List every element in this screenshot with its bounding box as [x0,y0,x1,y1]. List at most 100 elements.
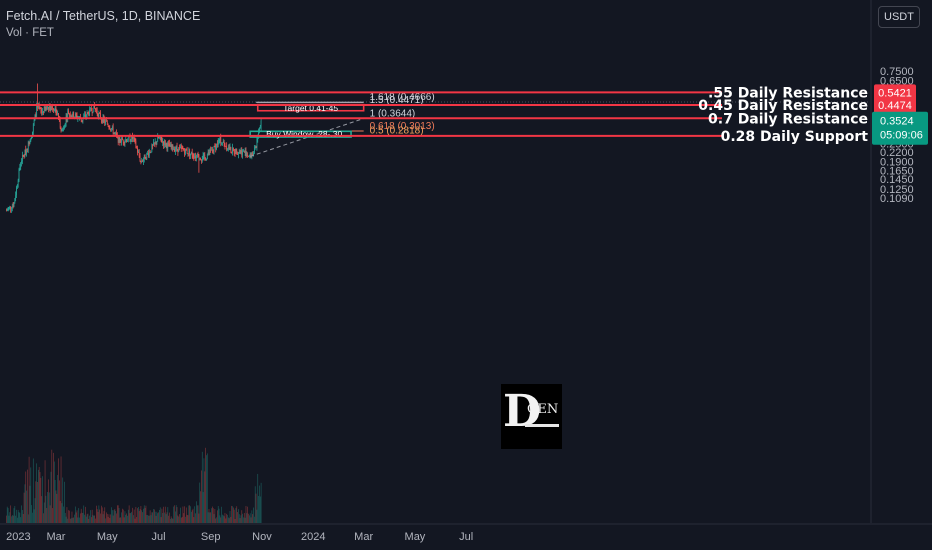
candle-body [112,126,114,134]
candle-body [102,116,104,123]
candle-body [92,111,94,113]
candle-body [201,159,202,161]
candle-body [106,121,108,125]
candle-body [155,141,157,144]
price-tick-label: 0.1650 [880,166,914,178]
volume-bar [59,480,60,523]
candle-body [208,151,210,155]
candle-body [141,161,143,162]
volume-bar [256,509,258,523]
candle-body [215,146,217,150]
candle-body [122,139,124,143]
candle-body [156,141,158,144]
candle-body [122,138,123,140]
volume-bar [113,510,115,523]
volume-bar [152,512,154,523]
candle-body [74,116,75,118]
candle-body [138,152,140,157]
volume-bar [146,514,148,523]
candle-body [160,136,162,140]
fib-level-label: 1.618 (0.4666) [370,92,435,103]
volume-bar [183,513,185,523]
time-axis[interactable]: 2023 Mar May Jul Sep Nov 2024 Mar May Jul [0,523,932,543]
candle-body [221,142,222,144]
candle-body [45,107,47,109]
volume-bar [252,514,254,523]
candle-body [98,112,100,117]
candle-body [49,103,51,110]
candle-body [50,106,52,110]
candle-body [48,106,49,110]
candle-body [116,132,117,136]
currency-button[interactable]: USDT [878,6,920,28]
volume-bar [65,516,67,523]
volume-bar [43,513,44,523]
price-axis[interactable]: 0.75000.65000.25000.22000.19000.16500.14… [870,0,928,523]
candle-body [164,140,166,146]
volume-bar [155,515,157,523]
volume-legend[interactable]: Vol · FET [6,27,54,39]
candle-body [192,155,194,157]
drawings[interactable]: 1.618 (0.4666)1.5 (0.4471) 1 (0.3644)0.61… [0,85,870,157]
volume-bar [190,506,191,523]
volume-bar [35,481,37,523]
volume-bar [137,508,138,523]
volume-bar [86,514,88,523]
symbol-title[interactable]: Fetch.AI / TetherUS, 1D, BINANCE [6,9,201,23]
candle-body [237,153,238,155]
volume-bar [111,507,112,523]
volume-bar [220,517,222,523]
volume-bar [206,453,208,523]
candle-body [65,116,67,124]
volume-bar [89,515,90,523]
time-tick-label: May [405,531,426,543]
volume-bar [56,493,58,523]
volume-bar [248,515,250,523]
candle-body [40,108,42,111]
volume-bar [13,508,15,523]
candle-body [85,115,87,117]
volume-bar [21,505,22,523]
candle-body [97,113,99,117]
candle-body [203,154,205,156]
candle-body [117,135,119,143]
candle-body [175,149,176,152]
candle-body [199,158,201,159]
volume-bar [143,505,145,523]
volume-bar [224,512,226,523]
candle-body [241,150,243,155]
volume-bar [202,492,204,523]
volume-bar [164,512,165,523]
volume-bar [9,512,11,523]
price-level-badge-text: 0.4474 [878,100,912,112]
candle-body [48,103,50,110]
candle-body [143,154,145,160]
volume-bar [174,505,175,523]
candle-body [111,126,113,129]
volume-bar [186,514,188,523]
volume-bar [44,460,46,523]
volume-bar [61,503,63,523]
volume-bar [222,515,224,523]
volume-bar [207,512,209,523]
candle-body [190,152,192,154]
volume-bar [72,517,74,523]
volume-bar [145,505,147,523]
volume-bar [140,506,142,523]
volume-bar [90,510,91,523]
candle-body [22,155,24,156]
volume-bar [20,517,22,523]
volume-bar [139,509,141,523]
volume-bar [91,509,93,523]
volume-bar [177,515,179,523]
volume-bar [190,511,192,523]
candle-body [189,150,191,156]
volume-bar [189,505,191,523]
buy-window-label: Buy Window .28-.30 [266,129,342,139]
volume-bar [132,507,133,523]
candle-body [72,111,74,117]
candle-body [25,149,27,154]
candle-body [6,210,8,212]
candle-body [108,126,110,128]
